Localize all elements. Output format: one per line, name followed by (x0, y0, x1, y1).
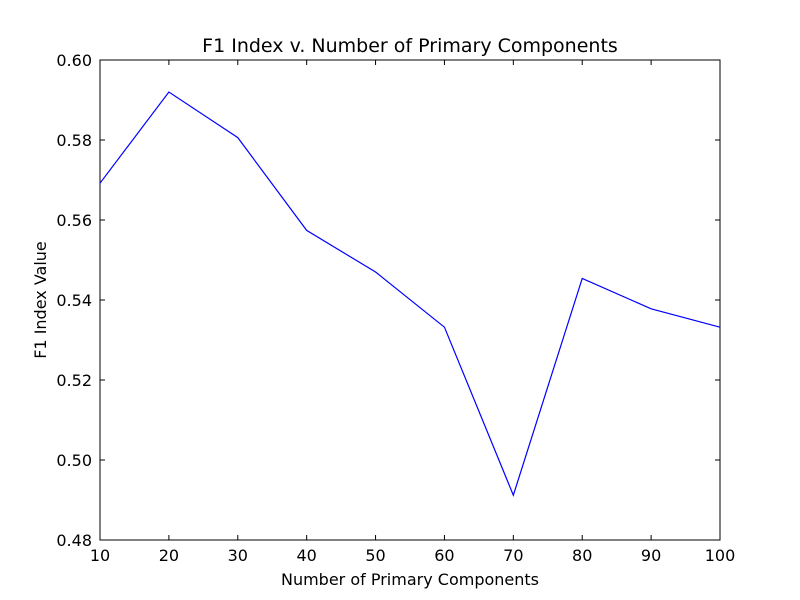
x-axis-label: Number of Primary Components (281, 570, 539, 589)
y-tick-label: 0.50 (56, 451, 92, 470)
x-tick-label: 90 (641, 546, 661, 565)
chart-title: F1 Index v. Number of Primary Components (202, 35, 618, 57)
x-tick-label: 20 (159, 546, 179, 565)
y-tick-label: 0.56 (56, 211, 92, 230)
series-line (99, 91, 721, 497)
series-layer (99, 91, 721, 497)
x-tick-label: 10 (90, 546, 110, 565)
x-tick-label: 70 (503, 546, 523, 565)
y-tick-label: 0.58 (56, 131, 92, 150)
x-axis-ticks: 10 20 30 40 50 60 70 80 90 100 (90, 60, 735, 565)
y-tick-label: 0.52 (56, 371, 92, 390)
y-axis-ticks: 0.48 0.50 0.52 0.54 0.56 0.58 0.60 (56, 51, 720, 550)
x-tick-label: 40 (296, 546, 316, 565)
x-tick-label: 100 (705, 546, 736, 565)
y-tick-label: 0.54 (56, 291, 92, 310)
x-tick-label: 60 (434, 546, 454, 565)
y-tick-label: 0.60 (56, 51, 92, 70)
y-axis-label: F1 Index Value (31, 241, 50, 359)
x-tick-label: 50 (365, 546, 385, 565)
x-tick-label: 30 (228, 546, 248, 565)
y-tick-label: 0.48 (56, 531, 92, 550)
x-tick-label: 80 (572, 546, 592, 565)
